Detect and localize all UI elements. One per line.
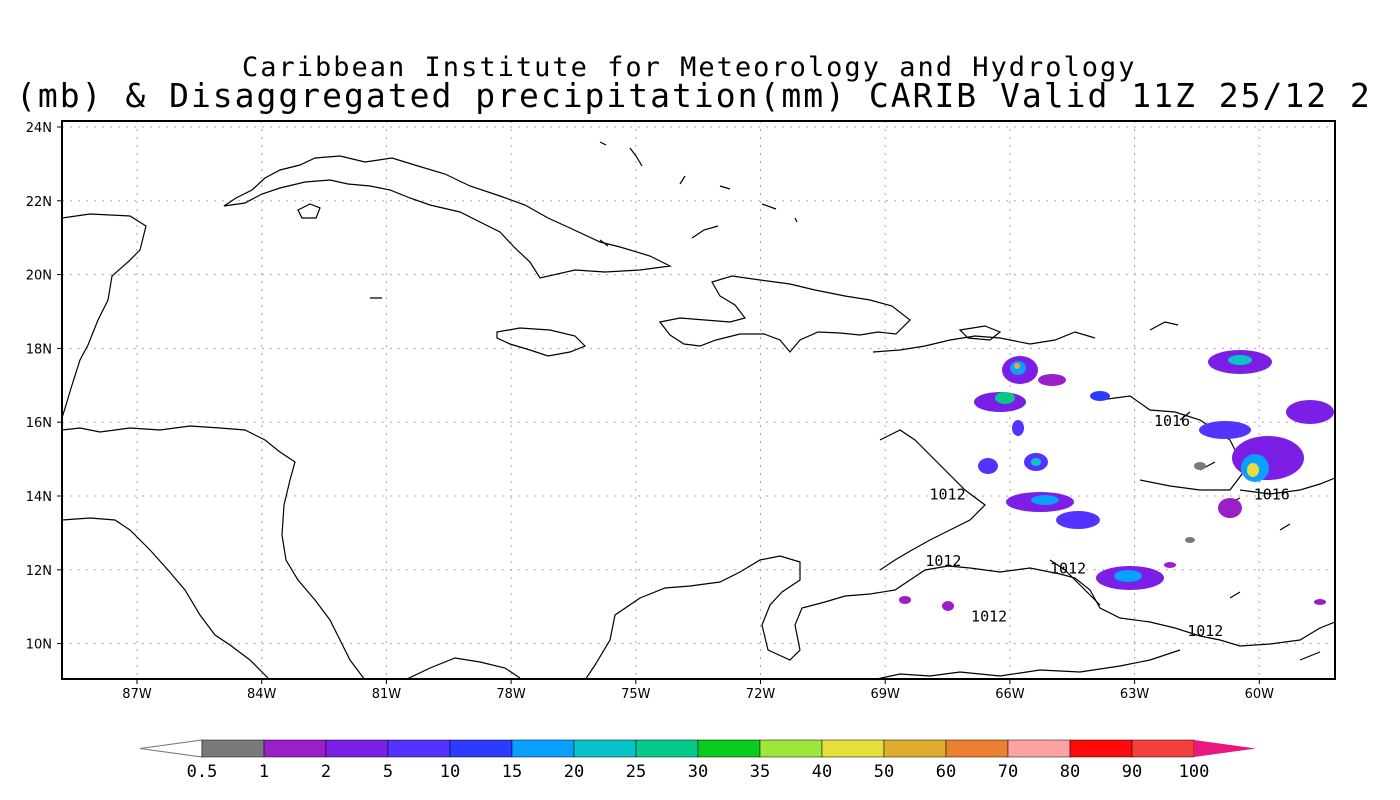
colorbar-label: 90	[1122, 762, 1142, 782]
lon-tick-label: 84W	[247, 687, 277, 702]
colorbar-swatch	[635, 739, 699, 758]
isobar-label: 1012	[925, 552, 961, 570]
lon-tick-label: 87W	[122, 687, 152, 702]
colorbar-label: 100	[1179, 762, 1210, 782]
lat-tick-label: 16N	[26, 416, 52, 431]
colorbar-swatch	[821, 739, 885, 758]
colorbar-under-arrow	[139, 739, 203, 758]
lon-tick-label: 78W	[496, 687, 526, 702]
colorbar-label: 60	[936, 762, 956, 782]
isobar-label: 1012	[971, 607, 1007, 625]
colorbar-swatch	[573, 739, 637, 758]
colorbar-swatch	[945, 739, 1009, 758]
lon-tick-label: 72W	[746, 687, 776, 702]
lat-tick-label: 10N	[26, 638, 52, 653]
colorbar-label: 10	[440, 762, 460, 782]
colorbar-label: 1	[259, 762, 269, 782]
graticule	[62, 121, 1335, 679]
south-america-coastline	[405, 555, 1335, 679]
colorbar-swatch	[759, 739, 823, 758]
coastlines	[62, 141, 1335, 679]
colorbar-over-arrow	[1194, 740, 1256, 757]
lon-tick-label: 75W	[621, 687, 651, 702]
colorbar-label: 0.5	[187, 762, 218, 782]
colorbar-label: 5	[383, 762, 393, 782]
isobar-label: 1016	[1154, 412, 1190, 430]
lat-tick-label: 22N	[26, 195, 52, 210]
map-title: Caribbean Institute for Meteorology and …	[242, 52, 1137, 83]
colorbar-swatch	[325, 739, 389, 758]
colorbar-swatch	[883, 739, 947, 758]
colorbar-label: 35	[750, 762, 770, 782]
colorbar-swatch	[1007, 739, 1071, 758]
lat-tick-label: 12N	[26, 564, 52, 579]
isobar-label: 1012	[1187, 622, 1223, 640]
isobar-label: 1012	[929, 486, 965, 504]
colorbar-label: 15	[502, 762, 522, 782]
colorbar: 0.5 1 2 5 10 15 20 25 30 35 40 50 60 70 80 90 100	[139, 739, 1256, 782]
jamaica-coastline	[496, 327, 587, 357]
longitude-axis: 87W 84W 81W 78W 75W 72W 69W 66W 63W 60W	[122, 679, 1274, 702]
colorbar-label: 40	[812, 762, 832, 782]
lat-tick-label: 14N	[26, 490, 52, 505]
isobar-label: 1012	[1050, 559, 1086, 577]
colorbar-swatch	[1069, 739, 1133, 758]
isobar-labels: 1016 1016 1012 1012 1012 1012 1012	[925, 412, 1290, 640]
precipitation-field	[899, 350, 1334, 611]
lon-tick-label: 69W	[870, 687, 900, 702]
colorbar-label: 30	[688, 762, 708, 782]
central-america-coastline	[62, 213, 365, 679]
colorbar-swatch	[511, 739, 575, 758]
colorbar-label: 70	[998, 762, 1018, 782]
colorbar-swatch	[263, 739, 327, 758]
colorbar-swatch	[387, 739, 451, 758]
cuba-coastline	[223, 155, 673, 279]
colorbar-label: 2	[321, 762, 331, 782]
lat-tick-label: 24N	[26, 121, 52, 136]
lon-tick-label: 60W	[1245, 687, 1275, 702]
colorbar-swatch	[201, 739, 265, 758]
lon-tick-label: 66W	[995, 687, 1025, 702]
lat-tick-label: 18N	[26, 342, 52, 357]
colorbar-label: 80	[1060, 762, 1080, 782]
colorbar-swatch	[1131, 739, 1195, 758]
latitude-axis: 24N 22N 20N 18N 16N 14N 12N 10N	[26, 121, 62, 653]
map-frame	[61, 120, 1336, 680]
lon-tick-label: 81W	[372, 687, 402, 702]
map-subtitle: (mb) & Disaggregated precipitation(mm) C…	[16, 76, 1372, 115]
colorbar-label: 50	[874, 762, 894, 782]
isobar-label: 1016	[1254, 486, 1290, 504]
hispaniola-coastline	[658, 275, 911, 353]
colorbar-swatch	[449, 739, 513, 758]
colorbar-swatch	[697, 739, 761, 758]
colorbar-label: 25	[626, 762, 646, 782]
lon-tick-label: 63W	[1120, 687, 1150, 702]
colorbar-label: 20	[564, 762, 584, 782]
lat-tick-label: 20N	[26, 269, 52, 284]
